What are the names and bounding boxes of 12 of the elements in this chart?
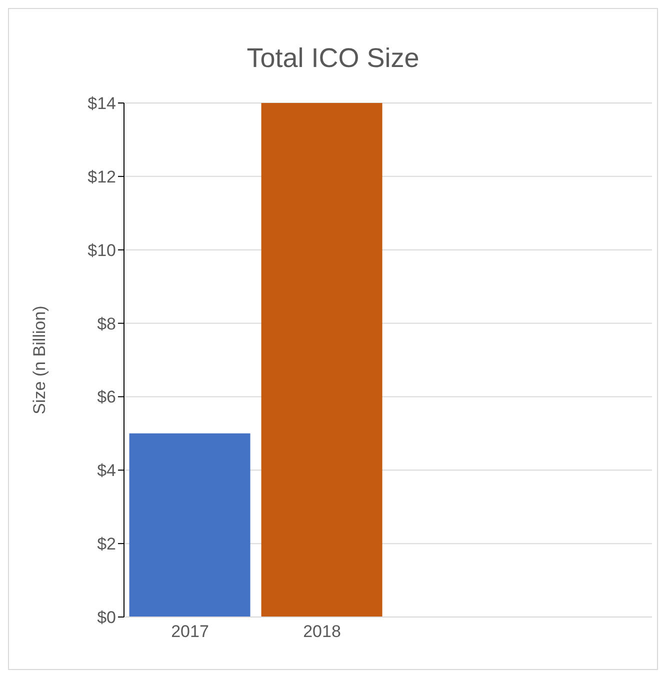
y-tick-label: $6: [97, 388, 116, 407]
x-tick-label: 2018: [303, 622, 341, 642]
y-tick-label: $14: [88, 94, 116, 114]
chart-title: Total ICO Size: [246, 43, 420, 75]
x-tick-label: 2017: [171, 622, 209, 642]
y-tick-label: $12: [88, 167, 116, 186]
y-axis-title: Size (n Billion): [30, 306, 50, 414]
y-tick-label: $2: [97, 534, 116, 554]
y-tick-label: $0: [97, 608, 116, 628]
y-tick-label: $10: [88, 240, 116, 260]
y-tick-label: $4: [97, 461, 116, 480]
y-tick-label: $8: [97, 314, 116, 334]
